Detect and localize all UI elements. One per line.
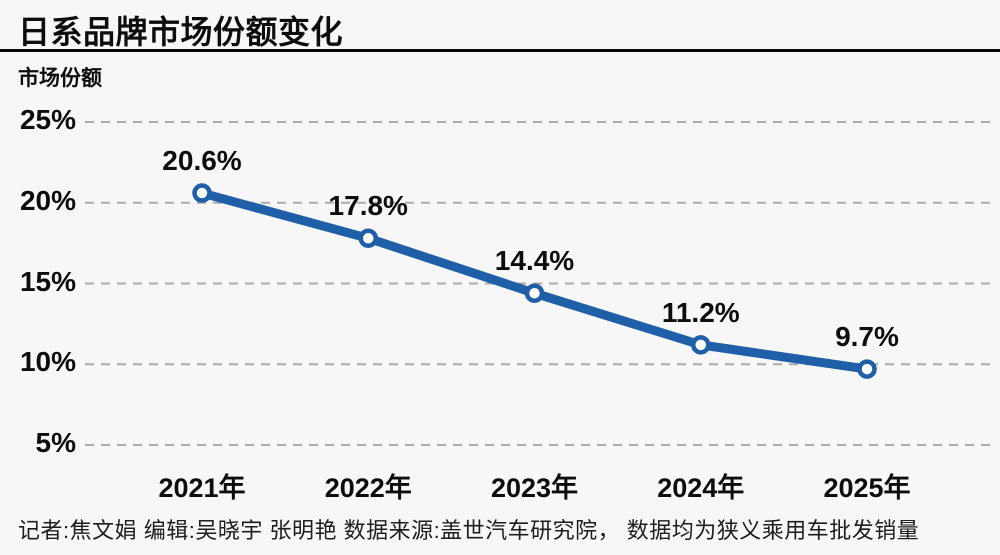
data-point (358, 228, 378, 249)
data-point (691, 335, 711, 355)
page-title: 日系品牌市场份额变化 (18, 14, 344, 50)
data-point (524, 283, 545, 303)
data-point (192, 183, 212, 203)
footer-credits: 记者:焦文娟 编辑:吴晓宇 张明艳 数据来源:盖世汽车研究院， 数据均为狭义乘用… (18, 518, 920, 543)
data-point (857, 359, 877, 379)
header: 日系品牌市场份额变化 (0, 0, 1000, 52)
series-line (197, 188, 872, 374)
y-axis-title: 市场份额 (18, 67, 102, 90)
